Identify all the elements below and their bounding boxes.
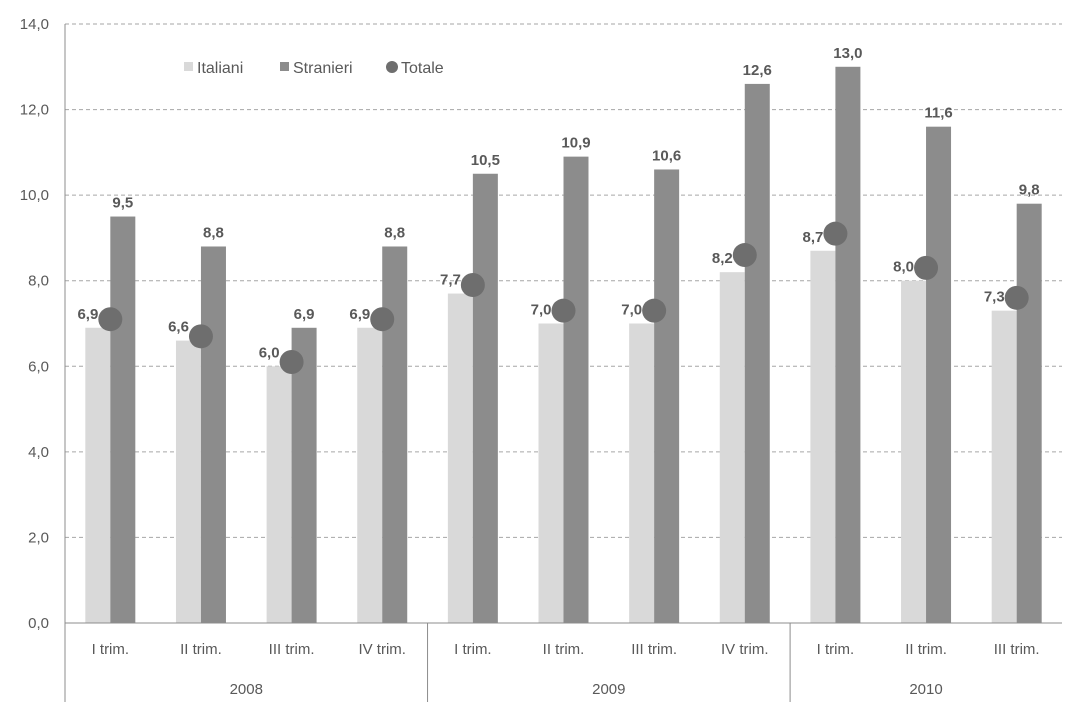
marker-totale [370, 307, 395, 332]
legend-label-italiani: Italiani [197, 60, 243, 77]
x-category-label: III trim. [631, 641, 677, 658]
bar-stranieri [472, 173, 498, 623]
bar-stranieri [926, 126, 952, 623]
bar-stranieri [654, 169, 680, 623]
bar-stranieri [200, 246, 226, 623]
x-category-label: IV trim. [358, 641, 406, 658]
data-label-stranieri: 9,5 [112, 195, 133, 212]
bar-italiani [175, 340, 201, 623]
legend-marker-totale [386, 61, 398, 73]
legend: Italiani Stranieri Totale [184, 60, 444, 77]
y-axis-ticks: 0,0 2,0 4,0 6,0 8,0 10,0 12,0 14,0 [20, 16, 49, 632]
y-tick-label: 12,0 [20, 102, 49, 119]
x-category-label: III trim. [269, 641, 315, 658]
x-category-label: II trim. [905, 641, 947, 658]
y-tick-label: 2,0 [28, 529, 49, 546]
marker-totale [460, 272, 485, 297]
bar-stranieri [744, 83, 770, 623]
legend-label-totale: Totale [401, 60, 444, 77]
bar-stranieri [835, 66, 861, 624]
x-category-label: II trim. [180, 641, 222, 658]
y-tick-label: 10,0 [20, 187, 49, 204]
y-tick-label: 14,0 [20, 16, 49, 33]
x-category-label: IV trim. [721, 641, 769, 658]
marker-totale [188, 324, 213, 349]
bar-italiani [357, 327, 383, 623]
legend-swatch-stranieri [280, 62, 289, 71]
data-label-italiani: 8,7 [803, 229, 824, 246]
marker-totale [98, 307, 123, 332]
data-label-stranieri: 11,6 [924, 105, 952, 122]
data-label-italiani: 6,6 [168, 319, 189, 336]
bar-italiani [447, 293, 473, 623]
marker-totale [823, 221, 848, 246]
marker-totale [551, 298, 576, 323]
marker-totale [732, 243, 757, 268]
data-label-stranieri: 10,5 [471, 152, 500, 169]
bar-italiani [266, 366, 292, 623]
data-label-stranieri: 8,8 [384, 224, 405, 241]
x-category-label: I trim. [454, 641, 492, 658]
bar-stranieri [110, 216, 136, 624]
totale-markers [98, 221, 1029, 375]
data-label-stranieri: 12,6 [743, 62, 772, 79]
x-axis: I trim. II trim. III trim. IV trim. I trim. I… [64, 24, 1062, 702]
x-group-label: 2010 [909, 681, 942, 698]
data-label-italiani: 8,0 [893, 259, 914, 276]
bar-italiani [538, 323, 564, 623]
bar-stranieri [563, 156, 589, 623]
data-label-italiani: 8,2 [712, 250, 733, 267]
bar-italiani [629, 323, 655, 623]
data-label-stranieri: 10,6 [652, 147, 681, 164]
bar-italiani [991, 310, 1017, 623]
x-category-label: I trim. [817, 641, 855, 658]
data-label-italiani: 6,9 [77, 306, 98, 323]
bar-stranieri [1016, 203, 1042, 623]
bar-italiani [901, 280, 927, 623]
marker-totale [1004, 285, 1029, 310]
data-label-stranieri: 10,9 [561, 135, 590, 152]
data-label-italiani: 7,0 [621, 302, 642, 319]
x-category-label: II trim. [543, 641, 585, 658]
bar-stranieri [382, 246, 408, 623]
y-tick-label: 0,0 [28, 615, 49, 632]
marker-totale [642, 298, 667, 323]
data-label-italiani: 7,3 [984, 289, 1005, 306]
data-label-italiani: 6,0 [259, 344, 280, 361]
x-category-label: III trim. [994, 641, 1040, 658]
y-tick-label: 6,0 [28, 358, 49, 375]
data-label-italiani: 7,7 [440, 272, 461, 289]
data-label-stranieri: 6,9 [294, 306, 315, 323]
data-label-italiani: 6,9 [349, 306, 370, 323]
marker-totale [914, 255, 939, 280]
y-tick-label: 8,0 [28, 273, 49, 290]
x-group-label: 2008 [230, 681, 263, 698]
bar-italiani [719, 272, 745, 623]
marker-totale [279, 350, 304, 375]
legend-swatch-italiani [184, 62, 193, 71]
bar-italiani [810, 250, 836, 623]
data-label-stranieri: 9,8 [1019, 182, 1040, 199]
bars [85, 66, 1042, 624]
data-label-stranieri: 8,8 [203, 224, 224, 241]
data-label-italiani: 7,0 [531, 302, 552, 319]
x-group-label: 2009 [592, 681, 625, 698]
legend-label-stranieri: Stranieri [293, 60, 353, 77]
y-tick-label: 4,0 [28, 444, 49, 461]
bar-italiani [85, 327, 111, 623]
bar-stranieri [291, 327, 317, 623]
x-category-label: I trim. [92, 641, 130, 658]
data-labels: 9,5 6,9 8,8 6,6 6,9 6,0 8,8 6,9 10,5 7,7 10,9 7,0 10… [77, 45, 1040, 361]
data-label-stranieri: 13,0 [833, 45, 862, 62]
